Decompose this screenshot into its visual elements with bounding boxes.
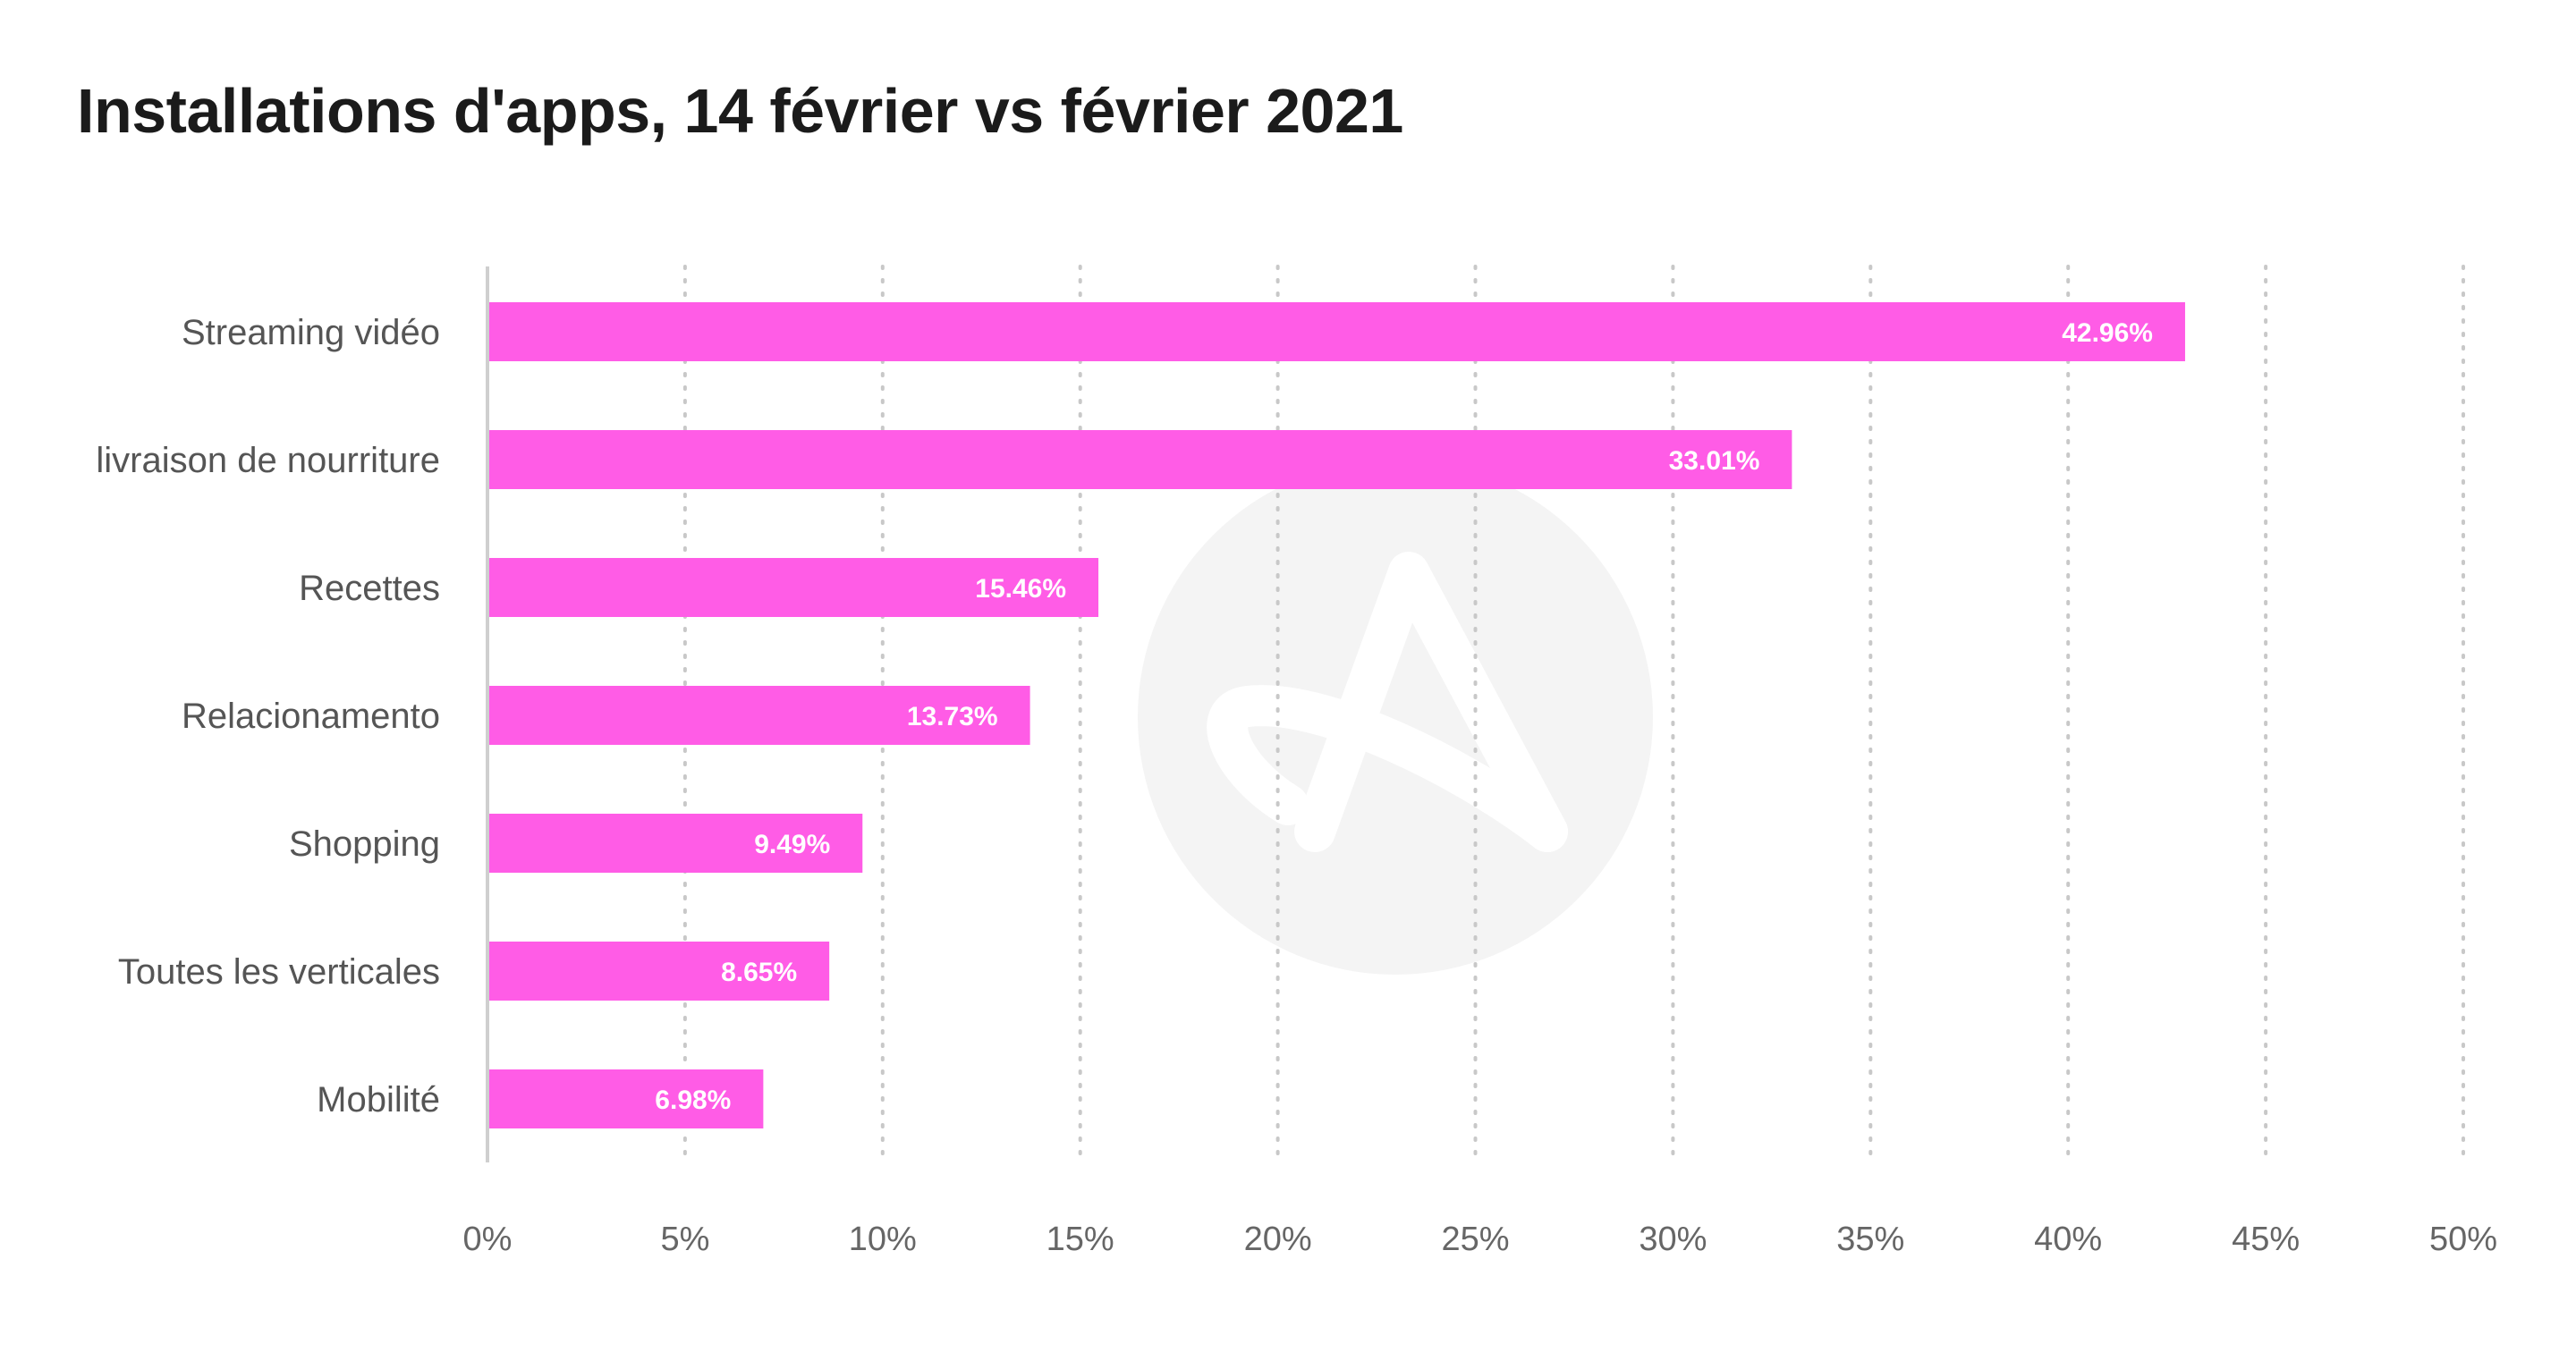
x-tick-label: 35%: [1836, 1221, 1904, 1258]
bar: [489, 430, 1792, 489]
chart-title: Installations d'apps, 14 février vs févr…: [77, 76, 1403, 146]
x-tick-label: 10%: [849, 1221, 917, 1258]
category-label: Toutes les verticales: [118, 952, 440, 992]
x-tick-label: 40%: [2034, 1221, 2102, 1258]
category-label: Shopping: [289, 824, 440, 864]
bar: [489, 942, 830, 1001]
x-tick-label: 15%: [1046, 1221, 1114, 1258]
grid-lines: [682, 265, 2465, 1164]
x-tick-label: 50%: [2429, 1221, 2497, 1258]
bar-value-label: 13.73%: [907, 702, 998, 731]
x-tick-label: 30%: [1639, 1221, 1707, 1258]
category-label: Recettes: [299, 569, 440, 608]
x-tick-labels: 0% 5% 10% 15% 20% 25% 30% 35% 40% 45% 50%: [463, 1221, 2497, 1258]
watermark-logo-icon: [1138, 460, 1653, 975]
category-labels: Streaming vidéo livraison de nourriture Re…: [96, 313, 440, 1120]
category-label: Streaming vidéo: [182, 313, 440, 352]
bar-value-label: 9.49%: [754, 830, 830, 859]
bar: [489, 558, 1099, 617]
bar: [489, 1069, 764, 1128]
bar-value-label: 33.01%: [1669, 446, 1760, 476]
bar-value-label: 15.46%: [975, 574, 1066, 604]
bar-value-label: 6.98%: [655, 1086, 731, 1115]
x-tick-label: 5%: [660, 1221, 709, 1258]
x-tick-label: 0%: [463, 1221, 513, 1258]
x-tick-label: 45%: [2232, 1221, 2300, 1258]
bars: 42.96% 33.01% 15.46% 13.73% 9.49% 8.65% 6.98%: [489, 302, 2185, 1128]
x-tick-label: 25%: [1441, 1221, 1509, 1258]
category-label: livraison de nourriture: [96, 441, 440, 480]
bar: [489, 302, 2185, 361]
category-label: Mobilité: [317, 1080, 440, 1120]
bar: [489, 686, 1030, 745]
bar-value-label: 42.96%: [2062, 318, 2153, 348]
x-tick-label: 20%: [1244, 1221, 1312, 1258]
bar: [489, 814, 863, 873]
bar-value-label: 8.65%: [721, 958, 797, 987]
category-label: Relacionamento: [182, 697, 440, 736]
